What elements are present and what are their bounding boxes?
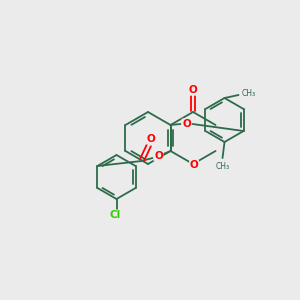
Text: O: O — [189, 85, 197, 95]
Text: O: O — [154, 151, 163, 161]
Text: Cl: Cl — [110, 210, 121, 220]
Text: CH₃: CH₃ — [215, 162, 230, 171]
Text: O: O — [182, 119, 191, 129]
Text: CH₃: CH₃ — [242, 89, 256, 98]
Text: O: O — [146, 134, 155, 144]
Text: O: O — [190, 160, 198, 170]
